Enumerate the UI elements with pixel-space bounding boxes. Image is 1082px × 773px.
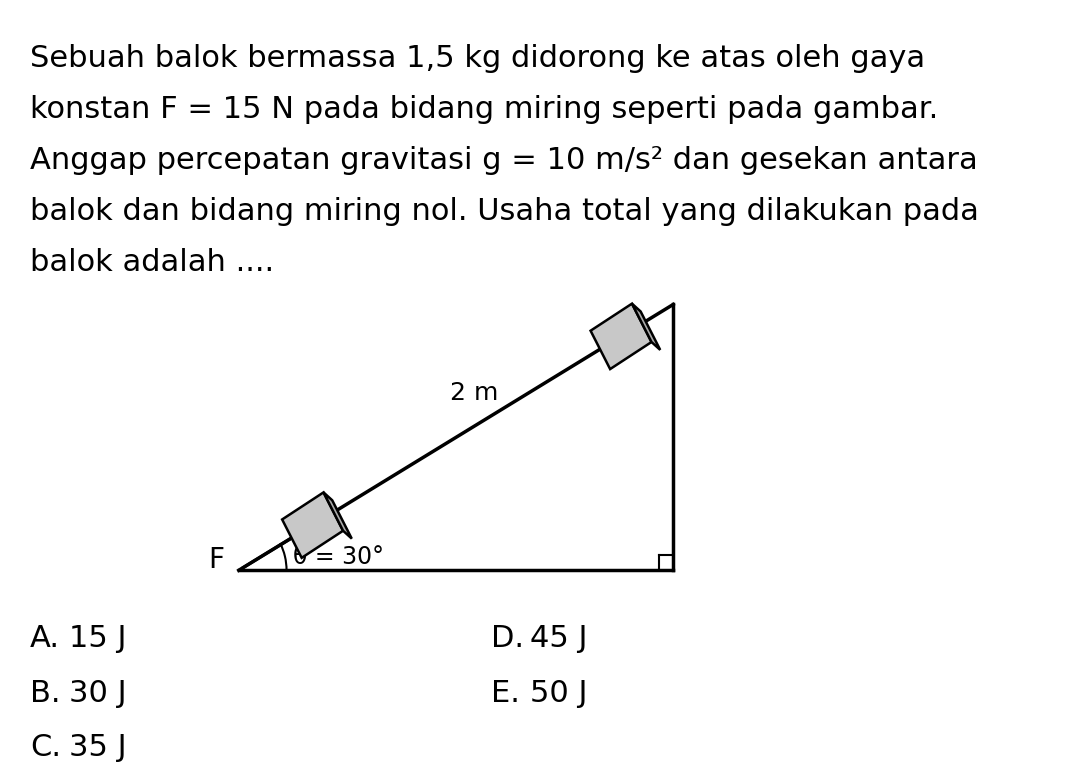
Text: 50 J: 50 J bbox=[530, 679, 588, 707]
Text: 45 J: 45 J bbox=[530, 625, 588, 653]
Text: 15 J: 15 J bbox=[69, 625, 127, 653]
Text: balok dan bidang miring nol. Usaha total yang dilakukan pada: balok dan bidang miring nol. Usaha total… bbox=[30, 197, 979, 226]
Text: D.: D. bbox=[491, 625, 524, 653]
Text: Sebuah balok bermassa 1,5 kg didorong ke atas oleh gaya: Sebuah balok bermassa 1,5 kg didorong ke… bbox=[30, 43, 925, 73]
Text: 30 J: 30 J bbox=[69, 679, 127, 707]
Text: F: F bbox=[209, 546, 224, 574]
Text: 35 J: 35 J bbox=[69, 733, 127, 761]
Polygon shape bbox=[591, 304, 651, 369]
Text: C.: C. bbox=[30, 733, 62, 761]
Polygon shape bbox=[282, 492, 343, 558]
Text: A.: A. bbox=[30, 625, 61, 653]
Text: Anggap percepatan gravitasi g = 10 m/s² dan gesekan antara: Anggap percepatan gravitasi g = 10 m/s² … bbox=[30, 146, 978, 175]
Text: balok adalah ....: balok adalah .... bbox=[30, 248, 275, 278]
Text: B.: B. bbox=[30, 679, 61, 707]
Polygon shape bbox=[324, 492, 352, 539]
Text: θ = 30°: θ = 30° bbox=[293, 544, 384, 568]
Polygon shape bbox=[632, 304, 660, 350]
Text: konstan F = 15 N pada bidang miring seperti pada gambar.: konstan F = 15 N pada bidang miring sepe… bbox=[30, 95, 938, 124]
Text: E.: E. bbox=[491, 679, 519, 707]
Text: 2 m: 2 m bbox=[450, 381, 498, 405]
